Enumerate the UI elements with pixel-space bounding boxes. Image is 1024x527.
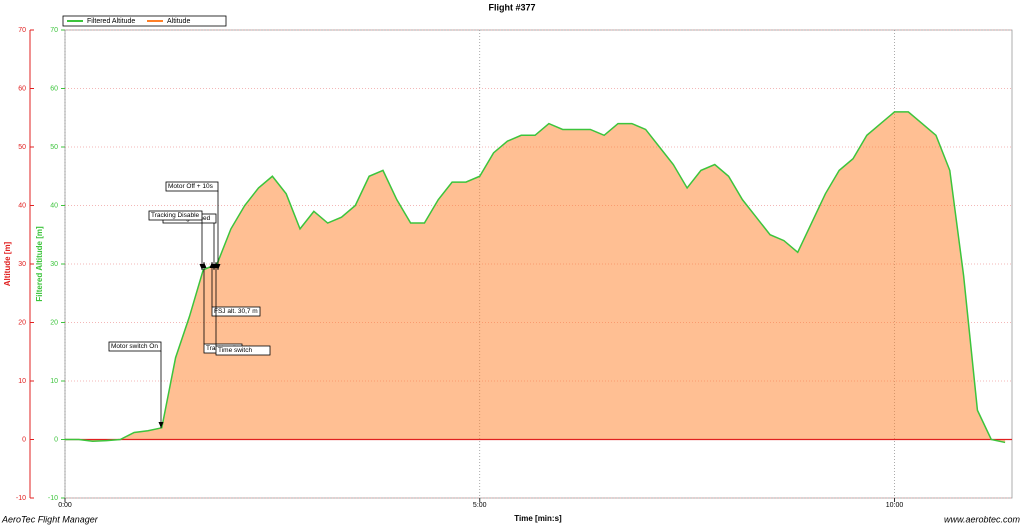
annotation-box	[108, 341, 162, 352]
y2-tick-label: 30	[50, 261, 58, 268]
y2-axis-label: Filtered Altitude [m]	[35, 226, 44, 302]
y-tick-label: 50	[18, 144, 26, 151]
annotation-box	[215, 345, 271, 356]
legend-box	[62, 15, 227, 27]
y-tick-label: 40	[18, 202, 26, 209]
annotation-arrowhead	[158, 422, 164, 428]
x-tick-label: 5:00	[473, 502, 487, 509]
legend-label: Filtered Altitude	[87, 18, 135, 25]
annotation-box	[148, 210, 203, 221]
x-tick-label: 0:00	[58, 502, 72, 509]
y-tick-label: 0	[22, 436, 26, 443]
annotation-arrowhead	[201, 262, 207, 268]
x-axis-label: Time [min:s]	[514, 514, 562, 523]
annotation-label: Motor switch On	[111, 343, 158, 350]
y2-tick-label: 60	[50, 85, 58, 92]
annotation-box	[165, 181, 219, 192]
y2-tick-label: 40	[50, 202, 58, 209]
chart-title: Flight #377	[488, 2, 535, 12]
annotation-label: Time switch	[218, 347, 252, 354]
y2-tick-label: -10	[48, 495, 58, 502]
footer-right: www.aerobtec.com	[944, 514, 1021, 524]
annotation-box	[211, 306, 261, 317]
y2-tick-label: 70	[50, 27, 58, 34]
y-tick-label: -10	[16, 495, 26, 502]
annotation-arrowhead	[213, 262, 219, 268]
annotation-label: Motor Off + 10s	[168, 183, 214, 190]
y2-tick-label: 50	[50, 144, 58, 151]
filtered-altitude-line	[65, 111, 1006, 444]
y2-tick-label: 0	[54, 436, 58, 443]
altitude-area	[65, 111, 1006, 443]
legend-label: Altitude	[167, 18, 190, 25]
annotation-label: Tracking Disable	[151, 212, 200, 219]
footer-left: AeroTec Flight Manager	[1, 514, 99, 524]
y2-tick-label: 20	[50, 319, 58, 326]
y-tick-label: 10	[18, 378, 26, 385]
y-axis-label: Altitude [m]	[3, 241, 12, 286]
y-tick-label: 30	[18, 261, 26, 268]
annotation-label: FSJ alt. 30,7 m	[214, 308, 258, 315]
y-tick-label: 60	[18, 85, 26, 92]
y-tick-label: 20	[18, 319, 26, 326]
annotation-arrowhead	[209, 262, 215, 268]
x-tick-label: 10:00	[886, 502, 904, 509]
y-tick-label: 70	[18, 27, 26, 34]
y2-tick-label: 10	[50, 378, 58, 385]
